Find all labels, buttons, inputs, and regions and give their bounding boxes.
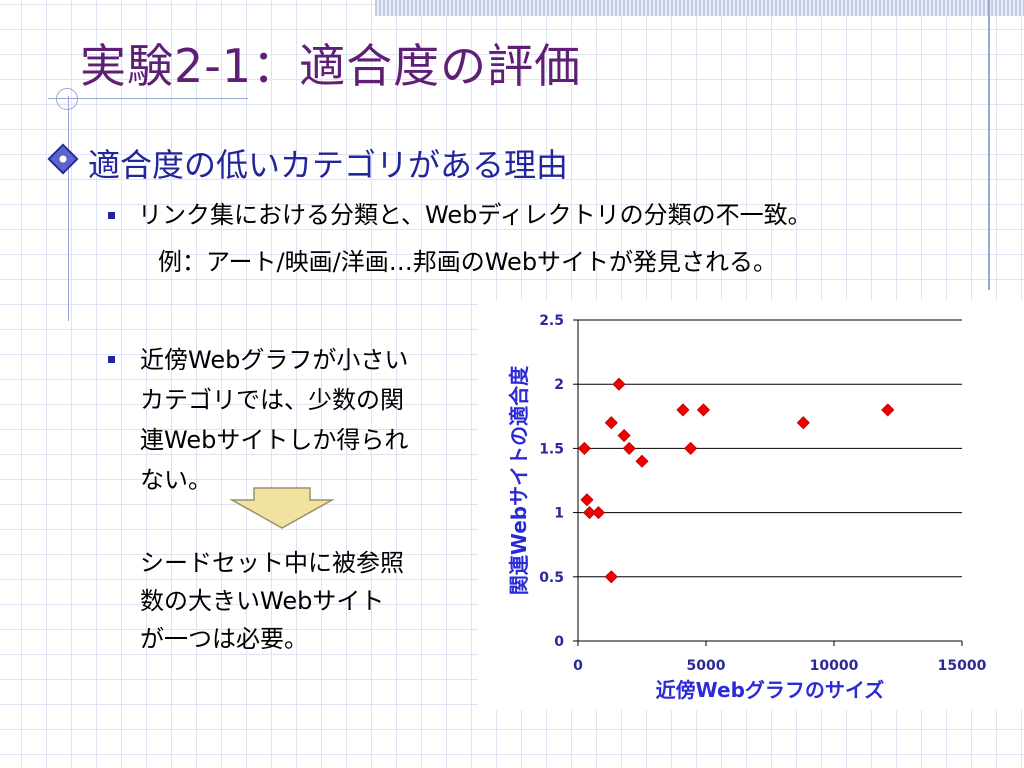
decorative-circle-icon (56, 88, 78, 110)
data-point (577, 441, 591, 455)
x-tick-label: 0 (573, 658, 583, 674)
paragraph-line: ない。 (140, 466, 212, 494)
y-tick-label: 2 (554, 377, 564, 393)
paragraph-line: 近傍Webグラフが小さい (140, 346, 409, 374)
x-axis-label: 近傍Webグラフのサイズ (656, 678, 885, 702)
data-point (612, 377, 626, 391)
x-tick-label: 10000 (810, 658, 859, 674)
square-bullet-icon (108, 356, 115, 363)
data-point (591, 506, 606, 520)
scatter-chart: 0 0.5 1 1.5 2 2.5 0 5000 10000 15000 近傍Webグラフのサイズ 関… (507, 313, 987, 702)
data-point (696, 403, 711, 417)
paragraph-line: が一つは必要。 (140, 625, 308, 653)
slide-title: 実験2-1：適合度の評価 (80, 39, 582, 93)
conclusion-text: シードセット中に被参照 数の大きいWebサイト が一つは必要。 (140, 544, 404, 658)
y-tick-label: 1.5 (539, 441, 564, 457)
x-tick-label: 15000 (938, 658, 987, 674)
decorative-vertical-line (988, 0, 990, 290)
data-point (796, 416, 810, 430)
sub-bullet-graph-size: 近傍Webグラフが小さい カテゴリでは、少数の関 連Webサイトしか得られ ない… (140, 340, 490, 500)
top-decorative-band (375, 0, 1024, 16)
scatter-chart-panel: 0 0.5 1 1.5 2 2.5 0 5000 10000 15000 近傍Webグラフのサイズ 関… (478, 300, 1024, 710)
sub-bullet-reason: リンク集における分類と、Webディレクトリの分類の不一致。 (138, 201, 812, 229)
paragraph-line: カテゴリでは、少数の関 (140, 386, 404, 414)
data-point (604, 570, 618, 584)
data-point (622, 441, 636, 455)
square-bullet-icon (108, 212, 115, 219)
decorative-horizontal-line (48, 98, 248, 99)
y-tick-label: 1 (554, 506, 564, 522)
main-bullet-text: 適合度の低いカテゴリがある理由 (88, 146, 569, 184)
paragraph-line: シードセット中に被参照 (140, 549, 404, 577)
paragraph-line: 数の大きいWebサイト (140, 587, 385, 615)
paragraph-line: 連Webサイトしか得られ (140, 426, 409, 454)
main-bullet: 適合度の低いカテゴリがある理由 (47, 140, 569, 186)
y-axis-label: 関連Webサイトの適合度 (507, 365, 531, 595)
example-text: 例：アート/映画/洋画…邦画のWebサイトが発見される。 (158, 248, 778, 276)
data-point (582, 506, 597, 520)
data-point (684, 441, 698, 455)
data-point (635, 454, 649, 468)
diamond-bullet-icon (47, 143, 79, 175)
data-point (617, 428, 631, 443)
down-arrow-icon (229, 487, 335, 529)
data-point (604, 416, 618, 430)
y-tick-label: 0 (554, 634, 564, 650)
y-tick-label: 2.5 (539, 313, 564, 329)
data-point (580, 493, 594, 507)
data-point (676, 403, 690, 417)
data-point (881, 403, 895, 417)
y-tick-label: 0.5 (539, 570, 564, 586)
decorative-left-line (68, 96, 69, 321)
x-tick-label: 5000 (687, 658, 726, 674)
